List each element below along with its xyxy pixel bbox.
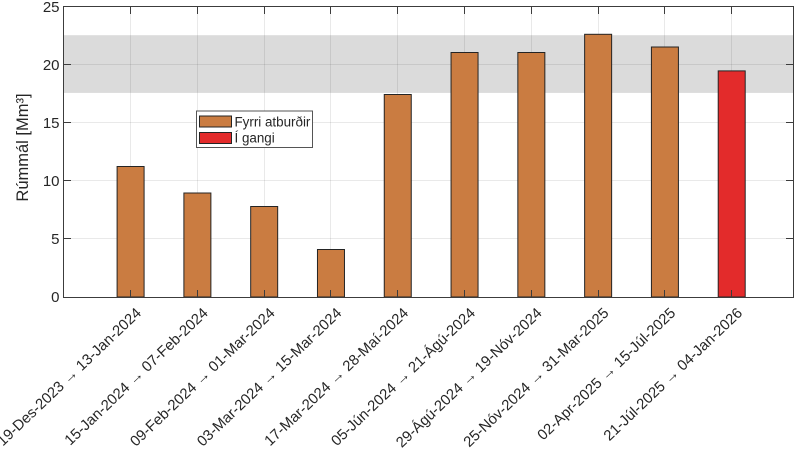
svg-text:Rúmmál [Mm³]: Rúmmál [Mm³]	[14, 93, 32, 201]
svg-text:25: 25	[43, 0, 60, 16]
svg-text:15: 15	[43, 115, 60, 132]
svg-text:5: 5	[51, 231, 59, 248]
svg-text:Fyrri atburðir: Fyrri atburðir	[235, 115, 311, 130]
svg-text:0: 0	[51, 289, 59, 306]
svg-text:20: 20	[43, 57, 60, 74]
svg-text:10: 10	[43, 173, 60, 190]
svg-text:Í gangi: Í gangi	[235, 130, 275, 145]
